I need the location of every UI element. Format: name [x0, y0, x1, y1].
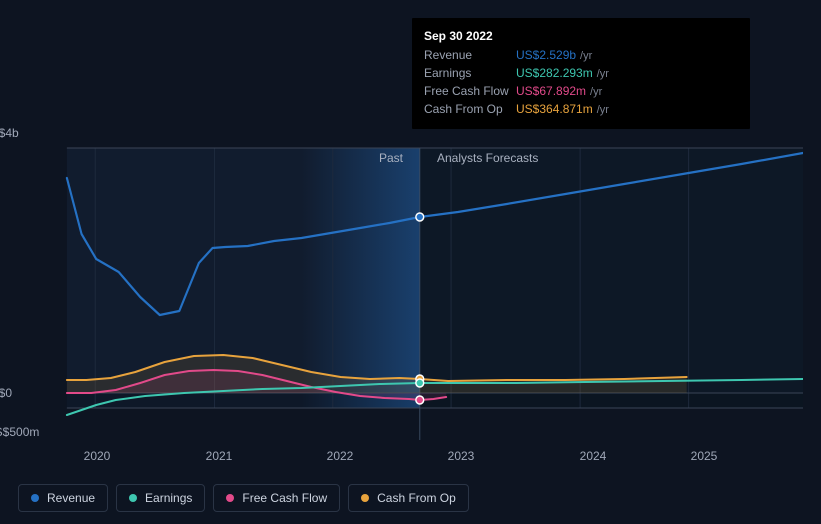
forecast-label: Analysts Forecasts [437, 151, 538, 165]
tooltip-row-label: Free Cash Flow [424, 83, 516, 100]
tooltip-row-label: Revenue [424, 47, 516, 64]
legend-item-earnings[interactable]: Earnings [116, 484, 205, 512]
tooltip-row-unit: /yr [597, 103, 609, 119]
tooltip-row: RevenueUS$2.529b/yr [424, 47, 738, 65]
tooltip-row-value: US$364.871m [516, 101, 593, 118]
tooltip-row-label: Earnings [424, 65, 516, 82]
y-axis-tick-label: US$4b [0, 126, 62, 140]
legend-dot-icon [361, 494, 369, 502]
tooltip-row: Cash From OpUS$364.871m/yr [424, 101, 738, 119]
tooltip-row-label: Cash From Op [424, 101, 516, 118]
legend-dot-icon [129, 494, 137, 502]
tooltip-row: Free Cash FlowUS$67.892m/yr [424, 83, 738, 101]
x-axis-tick-label: 2024 [580, 449, 607, 463]
tooltip-row-unit: /yr [590, 85, 602, 101]
legend-item-label: Cash From Op [377, 491, 456, 505]
legend-item-cash-from-op[interactable]: Cash From Op [348, 484, 469, 512]
x-axis-tick-label: 2020 [84, 449, 111, 463]
past-label: Past [379, 151, 403, 165]
tooltip-row-value: US$282.293m [516, 65, 593, 82]
y-axis-tick-label: US$0 [0, 386, 62, 400]
tooltip-row-value: US$2.529b [516, 47, 576, 64]
tooltip-date: Sep 30 2022 [424, 28, 738, 45]
x-axis-tick-label: 2021 [206, 449, 233, 463]
x-axis-tick-label: 2022 [327, 449, 354, 463]
legend-item-revenue[interactable]: Revenue [18, 484, 108, 512]
x-axis-tick-label: 2025 [691, 449, 718, 463]
chart-tooltip: Sep 30 2022 RevenueUS$2.529b/yrEarningsU… [412, 18, 750, 129]
x-axis-tick-label: 2023 [448, 449, 475, 463]
legend-dot-icon [31, 494, 39, 502]
tooltip-row: EarningsUS$282.293m/yr [424, 65, 738, 83]
legend-item-label: Earnings [145, 491, 192, 505]
legend-item-free-cash-flow[interactable]: Free Cash Flow [213, 484, 340, 512]
tooltip-row-unit: /yr [580, 49, 592, 65]
tooltip-row-value: US$67.892m [516, 83, 586, 100]
tooltip-row-unit: /yr [597, 67, 609, 83]
legend-dot-icon [226, 494, 234, 502]
legend-item-label: Revenue [47, 491, 95, 505]
legend-item-label: Free Cash Flow [242, 491, 327, 505]
chart-legend: Revenue Earnings Free Cash Flow Cash From O… [18, 484, 469, 512]
y-axis-tick-label: -US$500m [0, 425, 62, 439]
